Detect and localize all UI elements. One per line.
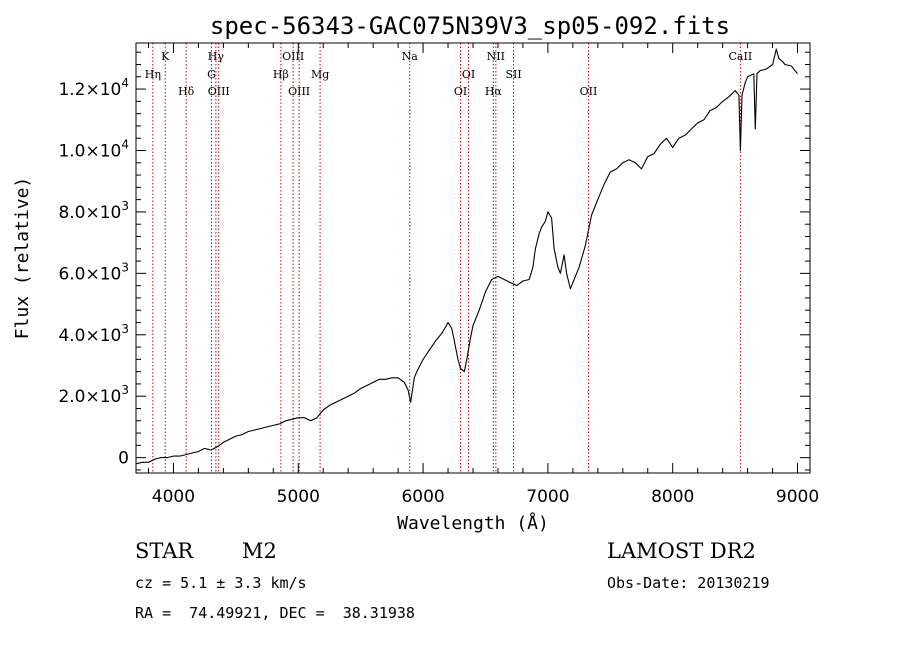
spectrum-line <box>135 48 798 465</box>
coordinates-text: RA = 74.49921, DEC = 38.31938 <box>135 604 415 622</box>
plot-frame <box>135 42 811 474</box>
spectral-line-label: Hγ <box>208 50 225 63</box>
y-tick-mantissa: 6.0×10 <box>58 264 121 284</box>
spectral-line-label: OIII <box>282 50 304 63</box>
y-tick-exponent: 3 <box>121 199 129 213</box>
y-tick-label: 0 <box>118 449 129 469</box>
y-tick-label: 2.0×103 <box>58 383 129 407</box>
y-tick-mantissa: 1.2×10 <box>58 80 121 100</box>
y-tick-mantissa: 4.0×10 <box>58 326 121 346</box>
redshift-text: cz = 5.1 ± 3.3 km/s <box>135 574 307 592</box>
y-tick-exponent: 3 <box>121 383 129 397</box>
spectral-line-label: OI <box>462 68 475 81</box>
x-tick-labels: 4000 5000 6000 7000 8000 9000 <box>152 487 819 507</box>
spectral-line-label: Hη <box>145 68 161 81</box>
object-class: STAR <box>135 539 194 563</box>
spectral-line-label: OIII <box>288 85 310 98</box>
spectral-line-label: CaII <box>729 50 753 63</box>
x-tick-label: 5000 <box>277 487 320 507</box>
y-tick-mantissa: 1.0×10 <box>58 142 121 162</box>
spectral-line-label: OII <box>580 85 598 98</box>
spectrum-series <box>135 48 798 465</box>
y-tick-mantissa: 8.0×10 <box>58 203 121 223</box>
x-tick-label: 7000 <box>526 487 569 507</box>
y-tick-labels: 02.0×1034.0×1036.0×1038.0×1031.0×1041.2×… <box>58 76 129 469</box>
x-tick-label: 8000 <box>651 487 694 507</box>
obs-date-text: Obs-Date: 20130219 <box>607 574 770 592</box>
x-tick-label: 4000 <box>152 487 195 507</box>
y-tick-label: 8.0×103 <box>58 199 129 223</box>
y-tick-exponent: 4 <box>121 138 129 152</box>
y-tick-mantissa: 0 <box>118 449 129 469</box>
y-tick-exponent: 3 <box>121 322 129 336</box>
axis-ticks <box>136 43 810 473</box>
y-tick-label: 1.2×104 <box>58 76 129 100</box>
object-subclass: M2 <box>242 539 277 563</box>
spectral-line-label: Hδ <box>178 85 195 98</box>
x-tick-label: 6000 <box>401 487 444 507</box>
y-tick-exponent: 3 <box>121 260 129 274</box>
spectral-line-label: K <box>161 50 170 63</box>
spectral-line-label: SII <box>505 68 521 81</box>
spectral-line-label: OI <box>454 85 467 98</box>
spectral-line-label: OIII <box>208 85 230 98</box>
y-axis-title: Flux (relative) <box>12 177 33 340</box>
spectral-line-label: Hβ <box>273 68 289 81</box>
spectral-lines: HηKHδHγGOIIIOIIIHβOIIIMgNaOIOINIIHαSIIOI… <box>145 43 752 473</box>
chart-title: spec-56343-GAC075N39V3_sp05-092.fits <box>210 12 730 40</box>
y-tick-label: 4.0×103 <box>58 322 129 346</box>
spectral-line-label: Mg <box>311 68 329 81</box>
survey-name: LAMOST DR2 <box>607 539 756 563</box>
spectral-line-label: Na <box>402 50 419 63</box>
x-tick-label: 9000 <box>776 487 819 507</box>
spectral-line-label: NII <box>487 50 505 63</box>
spectral-line-label: G <box>207 68 216 81</box>
x-axis-title: Wavelength (Å) <box>397 512 549 534</box>
y-tick-exponent: 4 <box>121 76 129 90</box>
y-tick-label: 1.0×104 <box>58 138 129 162</box>
spectral-line-label: Hα <box>485 85 503 98</box>
y-tick-mantissa: 2.0×10 <box>58 387 121 407</box>
y-tick-label: 6.0×103 <box>58 260 129 284</box>
